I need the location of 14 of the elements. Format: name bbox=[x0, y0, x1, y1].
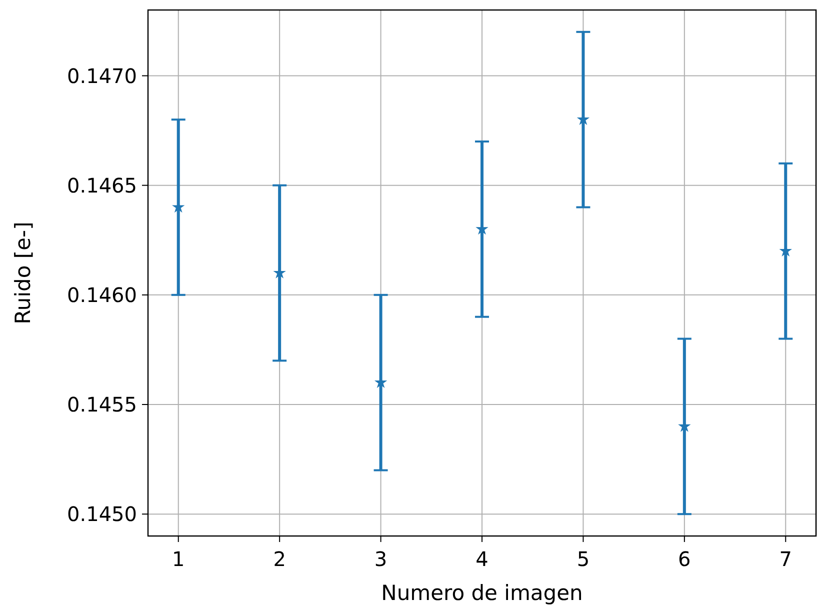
y-tick-label: 0.1460 bbox=[67, 282, 137, 307]
x-tick-label: 3 bbox=[374, 547, 388, 571]
x-tick-label: 5 bbox=[576, 547, 590, 571]
x-tick-label: 4 bbox=[476, 547, 488, 571]
x-tick-label: 6 bbox=[678, 547, 691, 571]
x-axis-title: Numero de imagen bbox=[381, 581, 583, 605]
x-tick-label: 7 bbox=[779, 547, 792, 571]
y-axis-title: Ruido [e-] bbox=[11, 222, 35, 324]
y-tick-label: 0.1455 bbox=[67, 392, 137, 416]
y-tick-label: 0.1470 bbox=[67, 64, 137, 88]
y-tick-label: 0.1465 bbox=[67, 173, 137, 198]
x-tick-label: 2 bbox=[273, 547, 286, 571]
x-tick-label: 1 bbox=[172, 547, 185, 571]
y-tick-label: 0.1450 bbox=[67, 502, 137, 526]
